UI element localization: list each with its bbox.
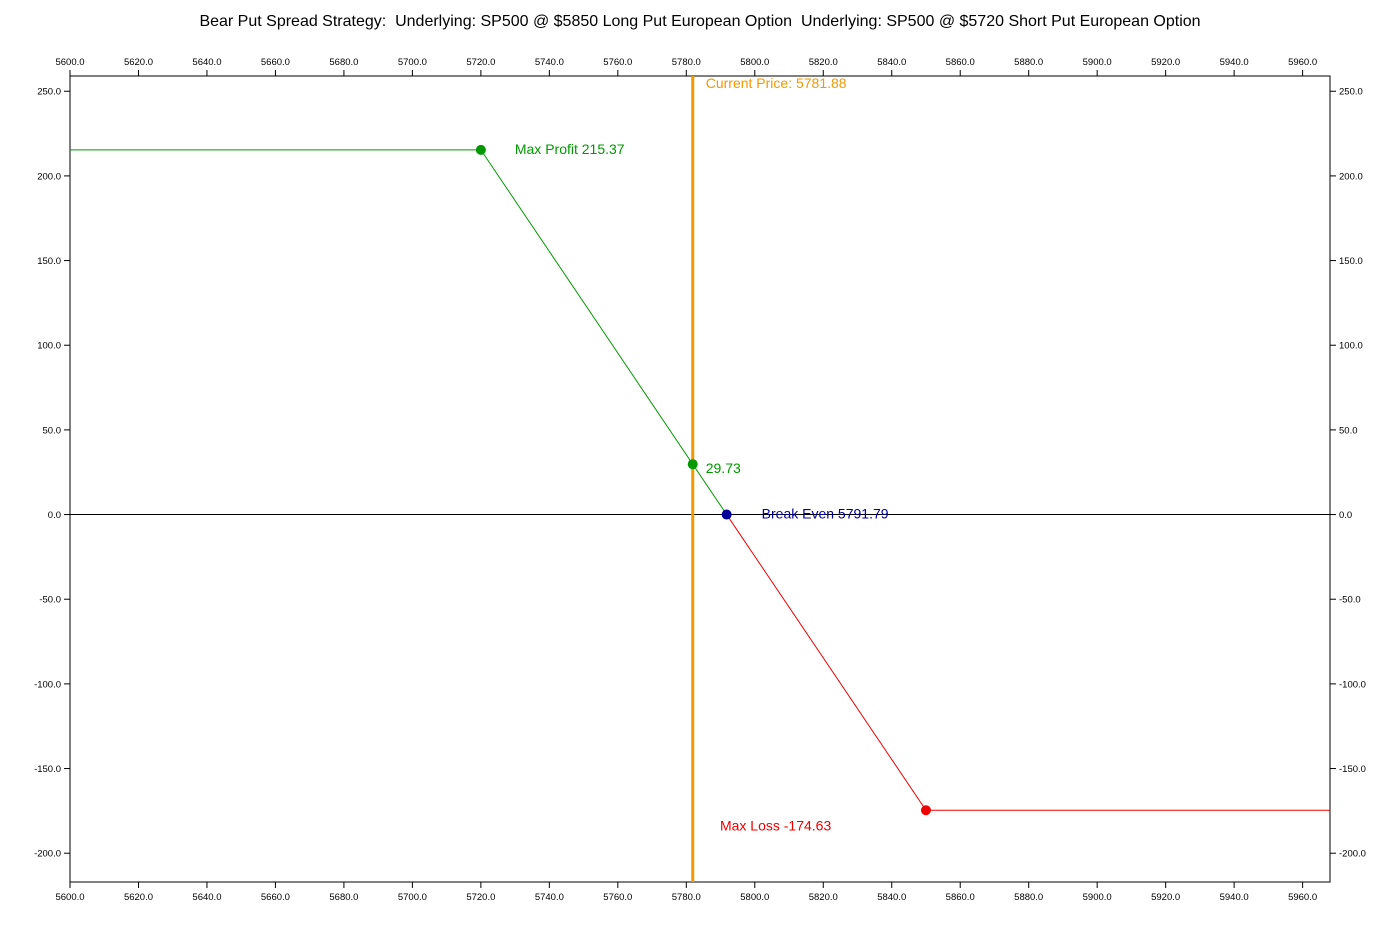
current-value-marker [687, 459, 698, 470]
x-tick-label-top: 5940.0 [1220, 57, 1249, 68]
x-tick-label-bottom: 5800.0 [740, 892, 769, 903]
max-loss-label: Max Loss -174.63 [720, 817, 831, 833]
max-profit-label: Max Profit 215.37 [515, 141, 625, 157]
plot-area-frame [69, 75, 1331, 883]
y-tick-label-left: -50.0 [39, 595, 61, 606]
x-tick-label-bottom: 5760.0 [603, 892, 632, 903]
y-tick-label-right: -200.0 [1339, 849, 1366, 860]
y-tick-label-right: 250.0 [1339, 87, 1363, 98]
y-tick-label-left: -200.0 [34, 849, 61, 860]
x-tick-label-top: 5820.0 [809, 57, 838, 68]
y-tick-label-right: 0.0 [1339, 510, 1352, 521]
x-tick-label-bottom: 5780.0 [672, 892, 701, 903]
x-tick-label-bottom: 5880.0 [1014, 892, 1043, 903]
y-tick-label-left: -150.0 [34, 764, 61, 775]
x-tick-label-top: 5760.0 [603, 57, 632, 68]
y-tick-label-left: 50.0 [43, 425, 62, 436]
x-tick-label-bottom: 5640.0 [192, 892, 221, 903]
x-tick-label-top: 5800.0 [740, 57, 769, 68]
x-tick-label-top: 5720.0 [466, 57, 495, 68]
x-tick-label-top: 5600.0 [55, 57, 84, 68]
x-tick-label-top: 5640.0 [192, 57, 221, 68]
x-tick-label-bottom: 5900.0 [1083, 892, 1112, 903]
x-tick-label-top: 5680.0 [329, 57, 358, 68]
x-axis-bottom: 5600.0 5620.0 5640.0 5660.0 5680.0 5700.0 5720… [55, 882, 1317, 903]
x-tick-label-top: 5740.0 [535, 57, 564, 68]
x-tick-label-bottom: 5860.0 [946, 892, 975, 903]
x-tick-label-bottom: 5820.0 [809, 892, 838, 903]
y-tick-label-right: 150.0 [1339, 256, 1363, 267]
x-tick-label-top: 5860.0 [946, 57, 975, 68]
x-tick-label-bottom: 5920.0 [1151, 892, 1180, 903]
y-tick-label-left: 150.0 [37, 256, 61, 267]
y-tick-label-left: 0.0 [48, 510, 61, 521]
x-tick-label-top: 5700.0 [398, 57, 427, 68]
x-tick-label-bottom: 5680.0 [329, 892, 358, 903]
current-price-label: Current Price: 5781.88 [706, 75, 847, 91]
x-tick-label-top: 5780.0 [672, 57, 701, 68]
x-tick-label-top: 5920.0 [1151, 57, 1180, 68]
x-tick-label-bottom: 5720.0 [466, 892, 495, 903]
x-tick-label-top: 5620.0 [124, 57, 153, 68]
y-tick-label-right: -50.0 [1339, 595, 1361, 606]
x-tick-label-top: 5840.0 [877, 57, 906, 68]
annotations: Current Price: 5781.88 Max Profit 215.37 2… [515, 75, 889, 833]
y-axis-left: 250.0 200.0 150.0 100.0 50.0 0.0 -50.0 -100.0 -1… [34, 87, 70, 860]
x-tick-label-bottom: 5740.0 [535, 892, 564, 903]
y-axis-right: 250.0 200.0 150.0 100.0 50.0 0.0 -50.0 -100.0 -1… [1330, 87, 1366, 860]
marker-points [475, 144, 931, 816]
y-tick-label-right: 200.0 [1339, 171, 1363, 182]
x-tick-label-top: 5880.0 [1014, 57, 1043, 68]
x-tick-label-top: 5960.0 [1288, 57, 1317, 68]
x-tick-label-bottom: 5940.0 [1220, 892, 1249, 903]
x-tick-label-top: 5660.0 [261, 57, 290, 68]
x-tick-label-bottom: 5660.0 [261, 892, 290, 903]
y-tick-label-left: 200.0 [37, 171, 61, 182]
current-value-label: 29.73 [706, 460, 741, 476]
x-tick-label-bottom: 5700.0 [398, 892, 427, 903]
max-profit-marker [475, 144, 486, 155]
x-axis-top: 5600.0 5620.0 5640.0 5660.0 5680.0 5700.0 5720… [55, 57, 1317, 76]
break-even-label: Break Even 5791.79 [762, 506, 889, 522]
y-tick-label-right: -100.0 [1339, 679, 1366, 690]
y-tick-label-left: 250.0 [37, 87, 61, 98]
y-tick-label-right: -150.0 [1339, 764, 1366, 775]
x-tick-label-top: 5900.0 [1083, 57, 1112, 68]
y-tick-label-right: 50.0 [1339, 425, 1358, 436]
break-even-marker [721, 509, 732, 520]
max-loss-marker [920, 805, 931, 816]
chart-title: Bear Put Spread Strategy: Underlying: SP… [199, 13, 1201, 30]
y-tick-label-right: 100.0 [1339, 341, 1363, 352]
x-tick-label-bottom: 5620.0 [124, 892, 153, 903]
x-tick-label-bottom: 5960.0 [1288, 892, 1317, 903]
x-tick-label-bottom: 5600.0 [55, 892, 84, 903]
y-tick-label-left: -100.0 [34, 679, 61, 690]
y-tick-label-left: 100.0 [37, 341, 61, 352]
x-tick-label-bottom: 5840.0 [877, 892, 906, 903]
